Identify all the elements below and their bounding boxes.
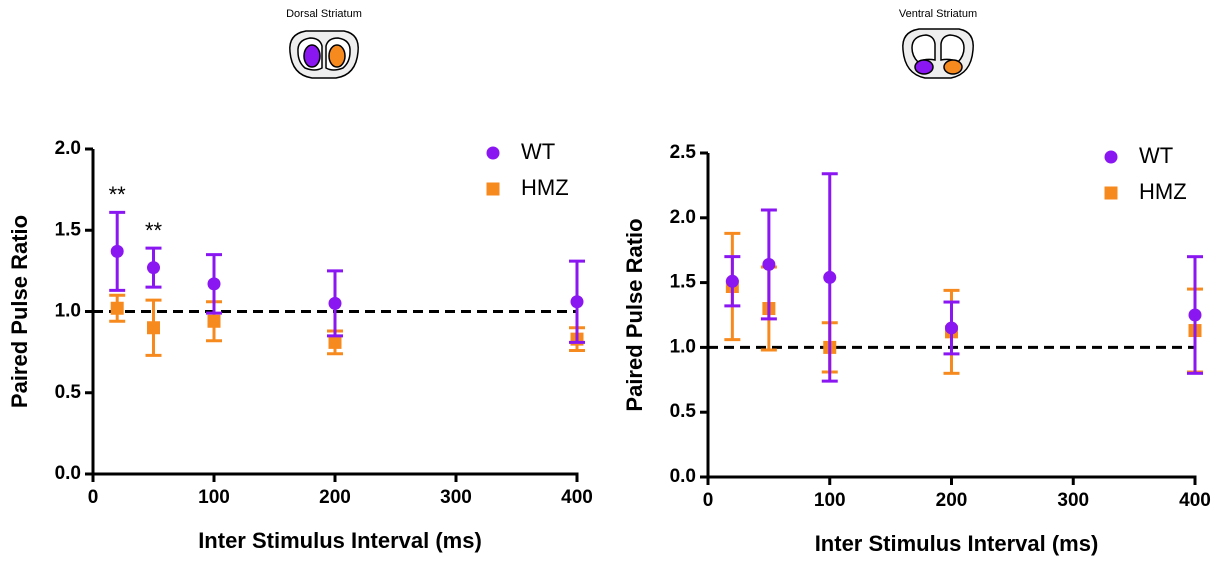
legend-label: WT xyxy=(521,139,555,164)
y-tick-label: 2.5 xyxy=(670,142,697,163)
panel-title: Ventral Striatum xyxy=(899,8,977,20)
x-tick-label: 300 xyxy=(440,487,472,508)
legend-label: WT xyxy=(1139,143,1173,168)
marker xyxy=(725,274,739,288)
y-axis-label: Paired Pulse Ratio xyxy=(622,218,647,411)
x-tick-label: 200 xyxy=(936,490,968,511)
y-tick-label: 1.5 xyxy=(670,272,697,293)
brain-icon xyxy=(289,28,974,79)
marker xyxy=(147,261,160,275)
annotation: ** xyxy=(145,218,163,243)
marker xyxy=(328,296,342,310)
x-tick-label: 0 xyxy=(703,490,714,511)
marker xyxy=(762,257,776,271)
marker xyxy=(570,295,584,309)
legend-label: HMZ xyxy=(521,175,569,200)
x-tick-label: 300 xyxy=(1057,490,1089,511)
x-tick-label: 400 xyxy=(1179,490,1211,511)
y-tick-label: 1.0 xyxy=(55,301,81,322)
legend-marker xyxy=(486,182,500,196)
panel-title: Dorsal Striatum xyxy=(286,8,362,20)
marker xyxy=(110,244,124,258)
marker xyxy=(207,277,221,291)
legend-marker xyxy=(1104,186,1118,200)
y-tick-label: 0.5 xyxy=(55,382,82,403)
y-tick-label: 0.5 xyxy=(670,401,697,422)
marker xyxy=(328,335,342,349)
x-axis-label: Inter Stimulus Interval (ms) xyxy=(198,528,482,553)
legend-label: HMZ xyxy=(1139,179,1187,204)
x-axis-label: Inter Stimulus Interval (ms) xyxy=(815,531,1099,556)
marker xyxy=(945,321,958,335)
marker xyxy=(823,270,837,284)
y-tick-label: 0.0 xyxy=(670,466,696,487)
x-tick-label: 0 xyxy=(88,487,99,508)
annotation: ** xyxy=(109,182,127,207)
y-tick-label: 1.0 xyxy=(670,336,696,357)
x-tick-label: 100 xyxy=(198,487,230,508)
y-tick-label: 0.0 xyxy=(55,463,81,484)
marker xyxy=(110,301,124,315)
marker xyxy=(207,314,221,328)
marker xyxy=(1188,308,1202,322)
x-tick-label: 400 xyxy=(561,487,593,508)
y-tick-label: 1.5 xyxy=(55,219,82,240)
x-tick-label: 100 xyxy=(814,490,846,511)
y-tick-label: 2.0 xyxy=(55,138,81,159)
marker xyxy=(147,321,160,335)
legend-marker xyxy=(1104,150,1118,164)
y-axis-label: Paired Pulse Ratio xyxy=(7,215,32,408)
x-tick-label: 200 xyxy=(319,487,351,508)
y-tick-label: 2.0 xyxy=(670,207,696,228)
legend-marker xyxy=(486,146,500,160)
